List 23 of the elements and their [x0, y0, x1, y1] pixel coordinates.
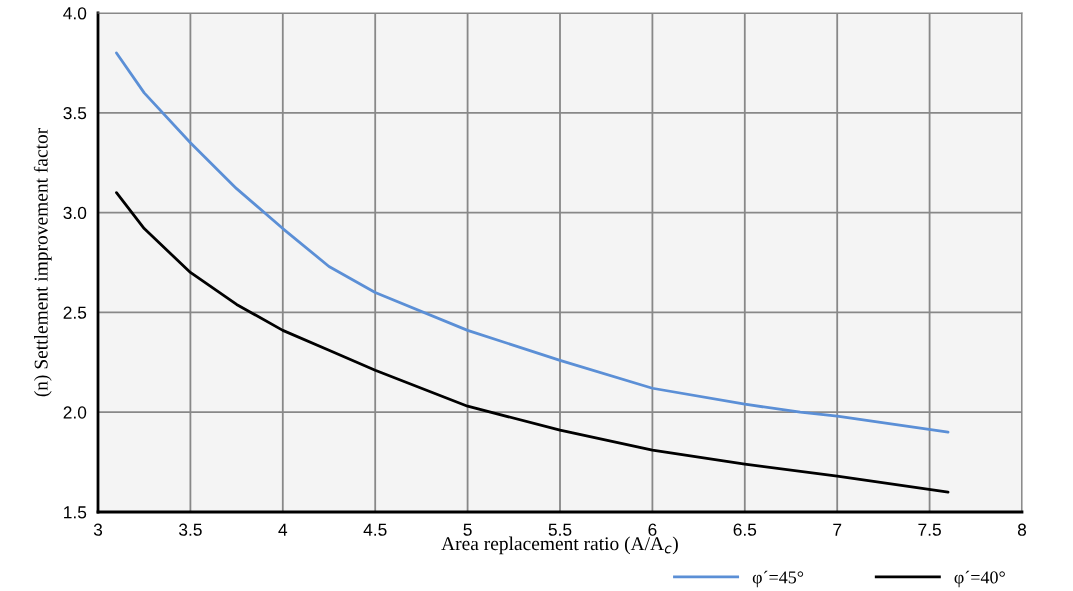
- x-tick-label: 7.5: [918, 523, 941, 536]
- x-tick-label: 6.5: [733, 523, 757, 536]
- legend-label: φ´=45°: [752, 570, 804, 588]
- legend-label: φ´=40°: [954, 570, 1005, 588]
- x-tick-label: 6: [648, 523, 657, 536]
- x-tick-label: 3.5: [179, 523, 202, 536]
- y-tick-label: 2.0: [63, 406, 87, 419]
- y-tick-label: 2.5: [63, 306, 87, 319]
- x-tick-label: 3: [93, 523, 103, 536]
- y-axis-title: (n) Settlement improvement factor: [33, 127, 52, 397]
- x-tick-label: 4.5: [363, 523, 387, 536]
- y-tick-label: 4.0: [63, 7, 87, 20]
- x-axis-title: Area replacement ratio (A/A$_{c}$): [441, 536, 678, 555]
- y-tick-label: 3.0: [63, 206, 87, 220]
- y-tick-label: 1.5: [64, 506, 87, 519]
- x-tick-label: 7: [833, 523, 842, 536]
- y-tick-label: 3.5: [63, 106, 87, 120]
- line-series: [115, 191, 950, 494]
- x-tick-label: 4: [278, 523, 288, 536]
- x-tick-label: 8: [1017, 523, 1027, 536]
- x-tick-label: 5.5: [548, 523, 572, 536]
- x-tick-label: 5: [463, 523, 472, 536]
- line-series: [115, 51, 950, 434]
